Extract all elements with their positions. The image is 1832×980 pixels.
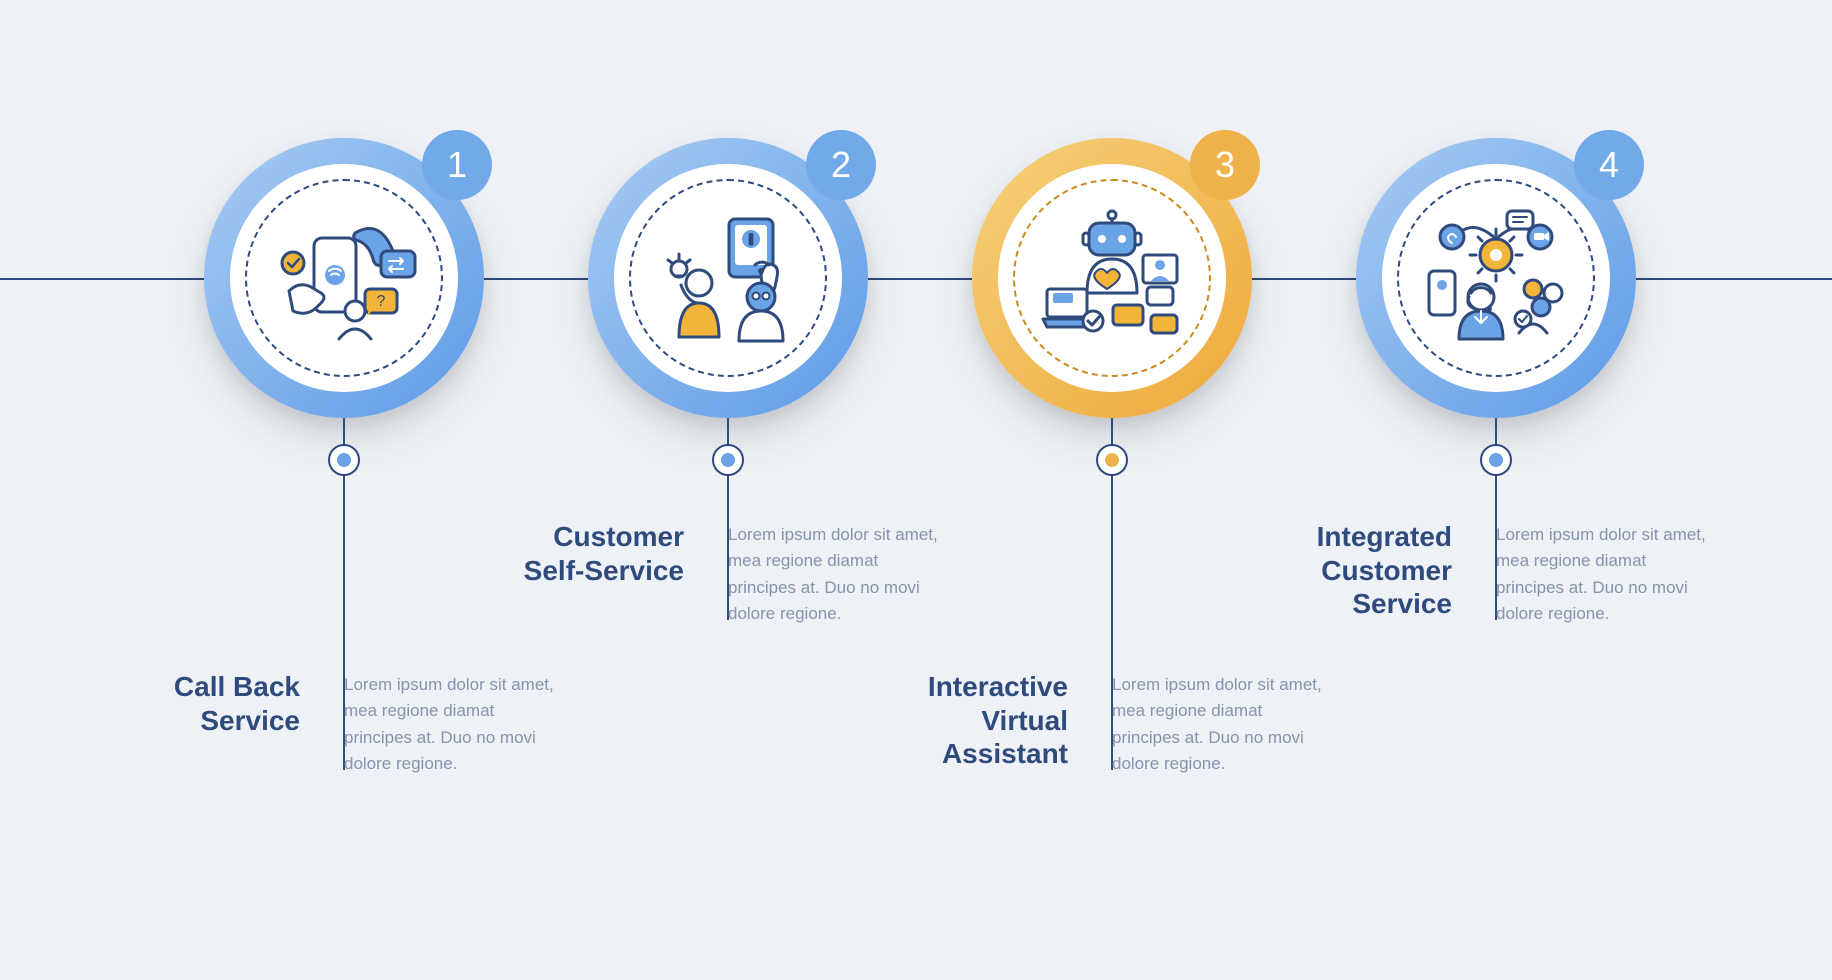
step-2: i 2 xyxy=(588,138,868,418)
step-body: Lorem ipsum dolor sit amet, mea regione … xyxy=(1474,520,1709,627)
connector-dot xyxy=(1480,444,1512,476)
medallion-inner: i xyxy=(614,164,842,392)
step-1: ? 1 xyxy=(204,138,484,418)
medallion: 3 xyxy=(972,138,1252,418)
step-title: Call BackService xyxy=(102,670,322,737)
medallion: 4 xyxy=(1356,138,1636,418)
medallion-inner: ? xyxy=(230,164,458,392)
step-title: IntegratedCustomer Service xyxy=(1254,520,1474,621)
step-title: CustomerSelf-Service xyxy=(486,520,706,587)
step-4: 4 xyxy=(1356,138,1636,418)
infographic-canvas: ? 1Call BackServiceLorem ipsum dolor sit… xyxy=(0,0,1832,980)
connector-dot xyxy=(1096,444,1128,476)
medallion: ? 1 xyxy=(204,138,484,418)
step-number-badge: 4 xyxy=(1574,130,1644,200)
medallion-inner xyxy=(1382,164,1610,392)
step-text: CustomerSelf-ServiceLorem ipsum dolor si… xyxy=(486,520,941,627)
step-number-badge: 3 xyxy=(1190,130,1260,200)
dash-ring xyxy=(245,179,443,377)
step-text: IntegratedCustomer ServiceLorem ipsum do… xyxy=(1254,520,1709,627)
dash-ring xyxy=(1397,179,1595,377)
connector-dot xyxy=(712,444,744,476)
step-number-badge: 1 xyxy=(422,130,492,200)
medallion-inner xyxy=(998,164,1226,392)
step-text: Interactive VirtualAssistantLorem ipsum … xyxy=(870,670,1325,777)
step-body: Lorem ipsum dolor sit amet, mea regione … xyxy=(706,520,941,627)
step-3: 3 xyxy=(972,138,1252,418)
dash-ring xyxy=(1013,179,1211,377)
step-number-badge: 2 xyxy=(806,130,876,200)
step-title: Interactive VirtualAssistant xyxy=(870,670,1090,771)
step-body: Lorem ipsum dolor sit amet, mea regione … xyxy=(1090,670,1325,777)
step-body: Lorem ipsum dolor sit amet, mea regione … xyxy=(322,670,557,777)
step-text: Call BackServiceLorem ipsum dolor sit am… xyxy=(102,670,557,777)
medallion: i 2 xyxy=(588,138,868,418)
connector-dot xyxy=(328,444,360,476)
dash-ring xyxy=(629,179,827,377)
